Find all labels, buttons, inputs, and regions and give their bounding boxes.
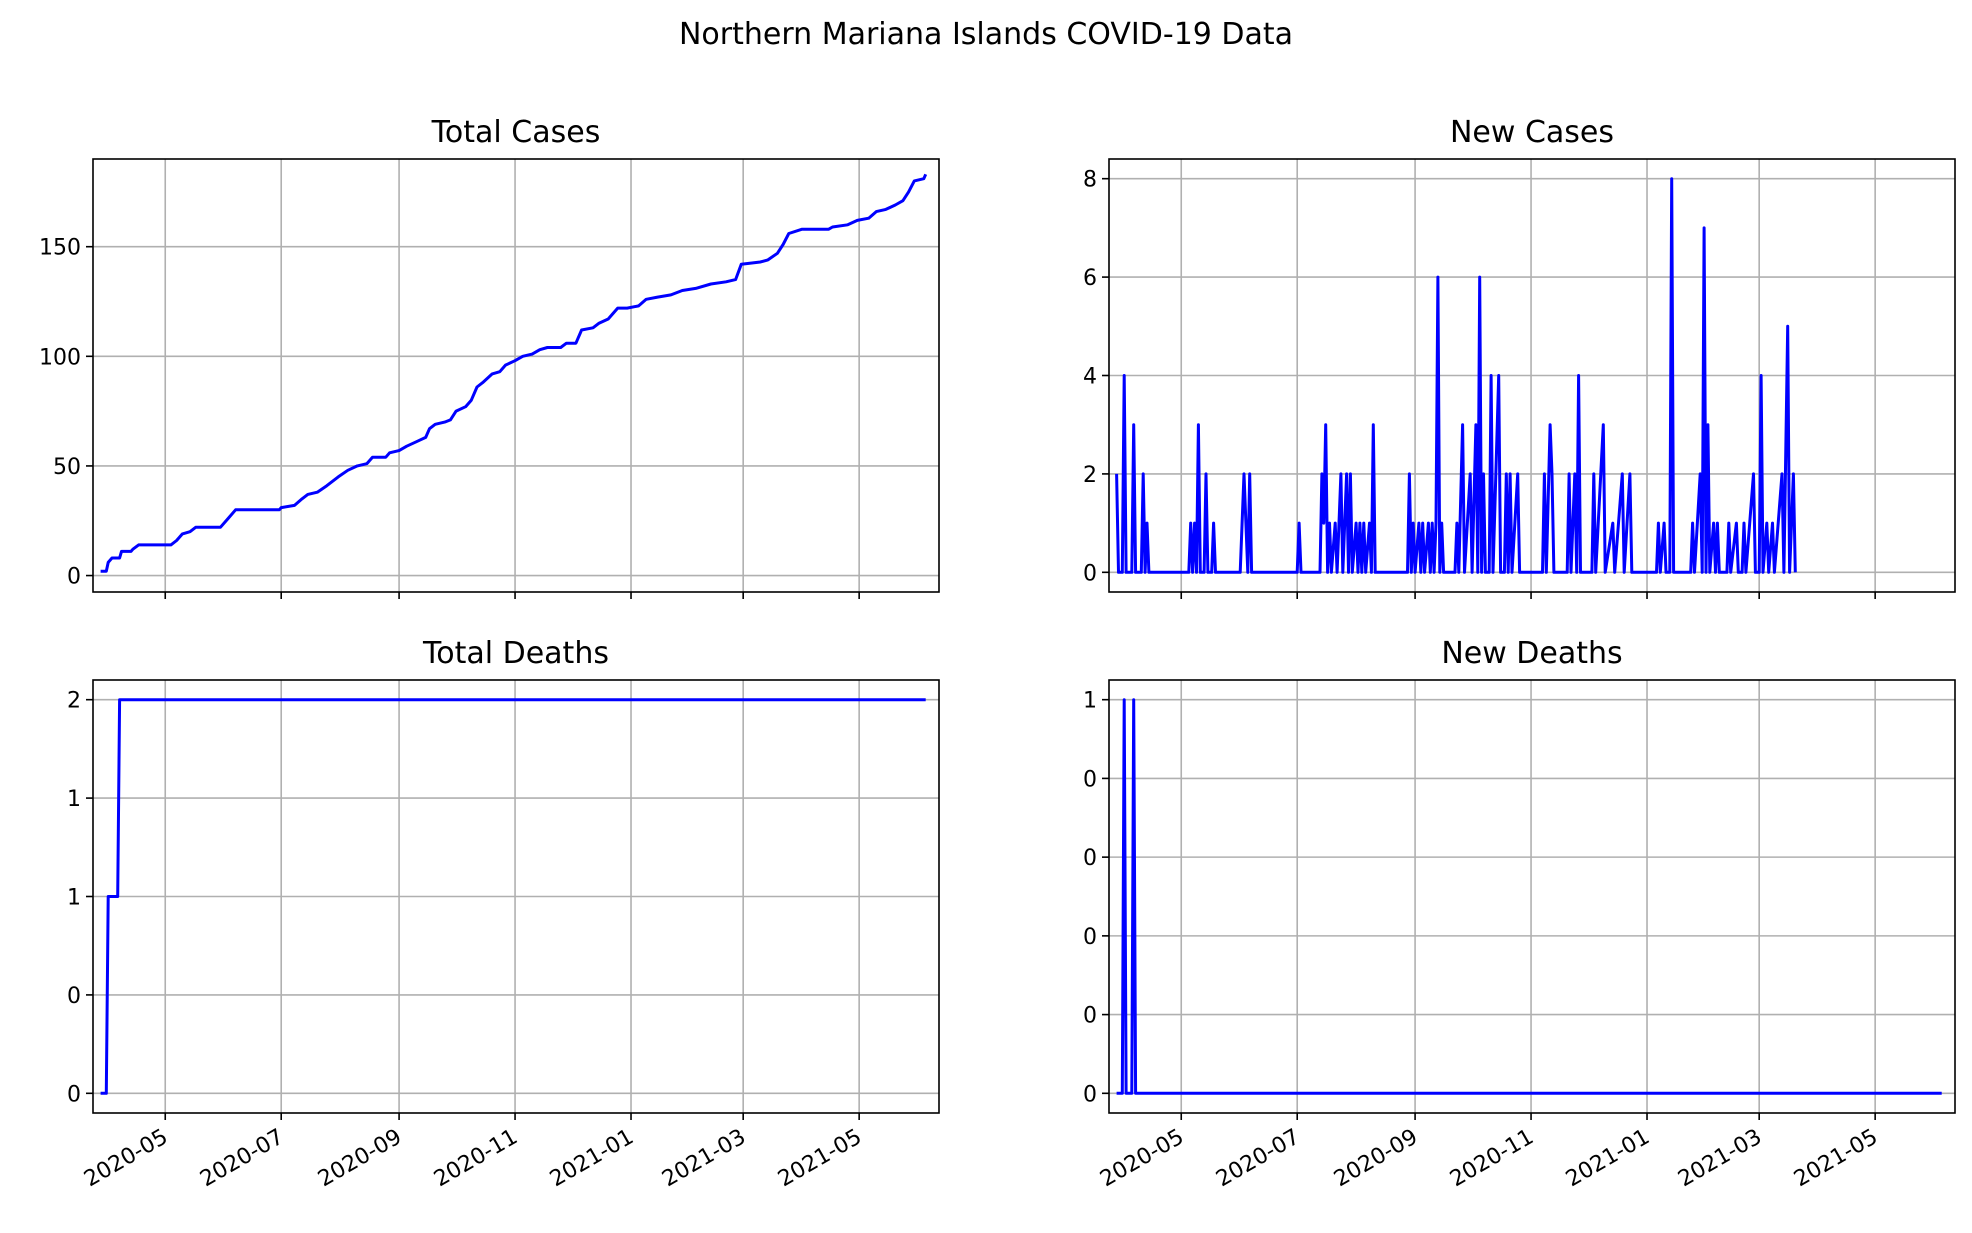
y-tick-label: 0 (1083, 767, 1097, 792)
y-tick-label: 4 (1083, 365, 1097, 390)
series-line (1116, 698, 1942, 1095)
y-tick-label: 0 (1083, 1004, 1097, 1029)
series-line (100, 698, 926, 1095)
chart-title: New Cases (1450, 115, 1614, 150)
axes-frame (1108, 679, 1956, 1114)
y-tick-label: 150 (39, 236, 81, 261)
axes-frame (92, 158, 940, 593)
series-line (100, 173, 928, 573)
chart-new-cases: New Cases 0 2 4 6 8 (1083, 115, 1956, 599)
y-tick-label: 1 (67, 886, 81, 911)
chart-title: Total Cases (431, 115, 601, 150)
y-tick-label: 50 (53, 455, 81, 480)
chart-title: New Deaths (1441, 636, 1622, 671)
y-tick-label: 0 (1083, 1082, 1097, 1107)
figure-suptitle: Northern Mariana Islands COVID-19 Data (679, 17, 1293, 52)
chart-total-cases: Total Cases 0 50 100 150 (39, 115, 940, 599)
axes-frame (1108, 158, 1956, 593)
y-tick-label: 0 (1083, 846, 1097, 871)
y-tick-label: 0 (67, 565, 81, 590)
y-tick-label: 0 (67, 1082, 81, 1107)
y-tick-label: 100 (39, 345, 81, 370)
y-tick-label: 1 (1083, 689, 1097, 714)
y-tick-label: 2 (1083, 463, 1097, 488)
y-tick-label: 0 (67, 984, 81, 1009)
axes-frame (92, 679, 940, 1114)
y-tick-label: 0 (1083, 925, 1097, 950)
series-line (1115, 177, 1797, 574)
y-tick-label: 2 (67, 689, 81, 714)
y-tick-label: 6 (1083, 266, 1097, 291)
y-tick-label: 8 (1083, 168, 1097, 193)
y-tick-label: 1 (67, 787, 81, 812)
y-tick-label: 0 (1083, 561, 1097, 586)
chart-title: Total Deaths (422, 636, 609, 671)
